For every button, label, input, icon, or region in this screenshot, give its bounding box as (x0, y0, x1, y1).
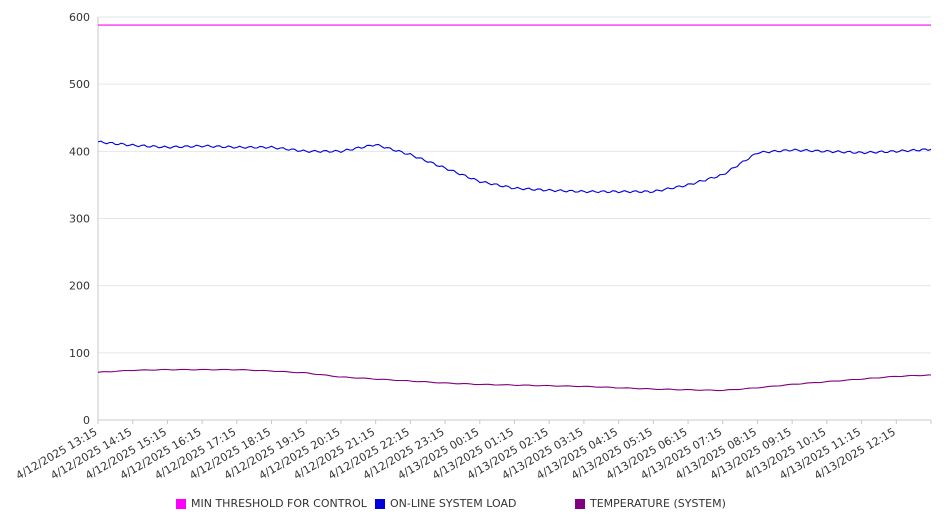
legend-swatch-min-threshold (176, 498, 186, 509)
legend: MIN THRESHOLD FOR CONTROL ON-LINE SYSTEM… (0, 497, 946, 517)
legend-swatch-temperature (575, 498, 585, 509)
series-lines (97, 24, 932, 392)
legend-label-temperature: TEMPERATURE (SYSTEM) (590, 497, 726, 510)
axes (97, 17, 932, 424)
y-tick-label: 300 (69, 213, 90, 226)
legend-label-min-threshold: MIN THRESHOLD FOR CONTROL (191, 497, 367, 510)
gridlines (98, 16, 931, 354)
legend-item-system-load[interactable]: ON-LINE SYSTEM LOAD (375, 497, 516, 510)
series-line-1 (97, 140, 932, 194)
legend-label-system-load: ON-LINE SYSTEM LOAD (390, 497, 517, 510)
y-tick-label: 0 (83, 414, 90, 427)
y-tick-label: 400 (69, 145, 90, 158)
legend-swatch-system-load (375, 498, 385, 509)
y-tick-label: 100 (69, 347, 90, 360)
y-tick-label: 200 (69, 280, 90, 293)
x-tick-labels: 4/12/2025 13:154/12/2025 14:154/12/2025 … (14, 425, 898, 482)
series-line-2 (97, 368, 932, 392)
y-tick-label: 600 (69, 11, 90, 24)
legend-item-min-threshold[interactable]: MIN THRESHOLD FOR CONTROL (176, 497, 367, 510)
y-tick-label: 500 (69, 78, 90, 91)
legend-item-temperature[interactable]: TEMPERATURE (SYSTEM) (575, 497, 726, 510)
y-tick-labels: 0 100 200 300 400 500 600 (69, 11, 90, 427)
